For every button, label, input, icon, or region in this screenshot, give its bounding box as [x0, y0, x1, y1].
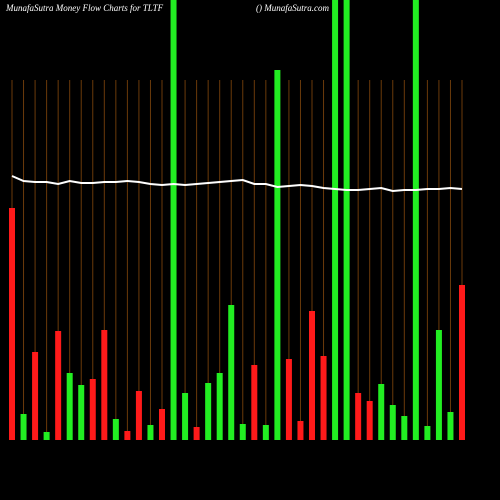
bar [435, 330, 442, 440]
bar [205, 383, 212, 440]
chart-title: MunafaSutra Money Flow Charts for TLTF [5, 3, 164, 13]
bar [389, 405, 396, 440]
bar [170, 0, 177, 440]
bar [9, 208, 15, 440]
bar [78, 385, 85, 440]
bar [378, 384, 385, 440]
chart-subtitle: () MunafaSutra.com [256, 3, 329, 13]
bar [424, 426, 431, 440]
bar [366, 401, 373, 440]
bar [43, 432, 50, 440]
bar [112, 419, 119, 440]
bar [216, 373, 223, 440]
bar [66, 373, 73, 440]
bar [447, 412, 454, 440]
bar [228, 305, 235, 440]
bar [309, 311, 315, 440]
bar [320, 356, 327, 440]
bar [262, 425, 269, 440]
bar [343, 0, 350, 440]
bar [32, 352, 39, 440]
bar [412, 0, 419, 440]
bar [193, 427, 200, 440]
bar [274, 70, 281, 440]
bar [55, 331, 62, 440]
bar [124, 431, 131, 440]
bar [251, 365, 258, 440]
bar [159, 409, 165, 440]
bar [182, 393, 189, 440]
bar [20, 414, 27, 440]
bar [147, 425, 154, 440]
bar [135, 391, 142, 440]
bar [89, 379, 96, 440]
bar [285, 359, 292, 440]
bar [459, 285, 465, 440]
bar [239, 424, 246, 440]
bar [297, 421, 304, 440]
bar [332, 0, 339, 440]
bar [101, 330, 108, 440]
bar [401, 416, 408, 440]
money-flow-line [11, 175, 463, 193]
bar [355, 393, 362, 440]
